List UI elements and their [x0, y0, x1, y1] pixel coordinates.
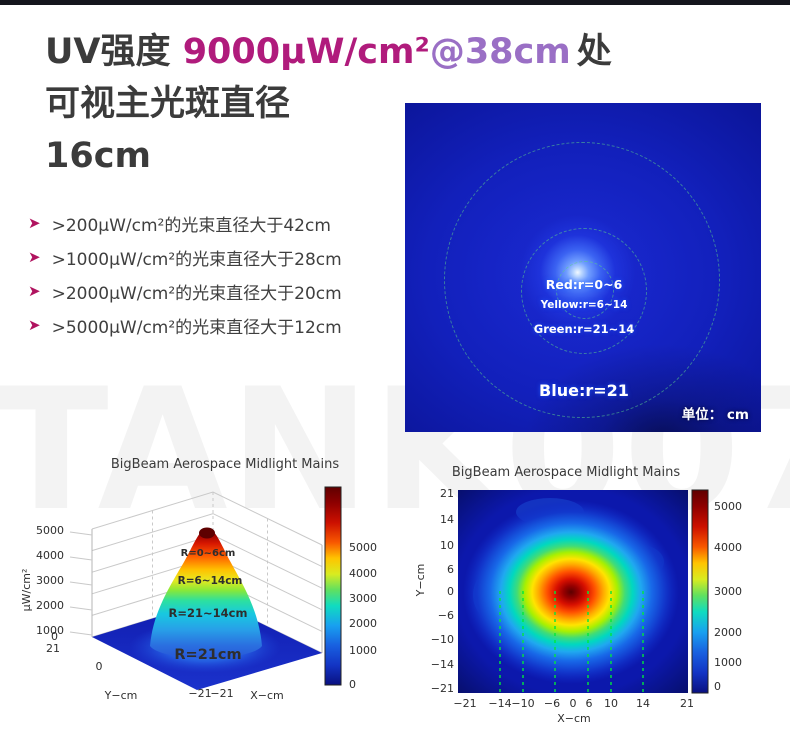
list-item: ➤ >200μW/cm²的光束直径大于42cm [28, 211, 342, 237]
annotation-r6-14: R=6~14cm [178, 575, 243, 587]
colorbar-tick: 3000 [714, 585, 742, 598]
beam-spot-photo: Red:r=0~6 Yellow:r=6~14 Green:r=21~14 Bl… [405, 103, 761, 432]
z-tick: 4000 [36, 549, 64, 562]
spec-bullet-list: ➤ >200μW/cm²的光束直径大于42cm ➤ >1000μW/cm²的光束… [28, 211, 342, 347]
colorbar-tick: 1000 [349, 644, 377, 657]
colorbar-tick: 2000 [714, 626, 742, 639]
z-tick: 5000 [36, 524, 64, 537]
y-tick: 0 [96, 660, 103, 673]
y-tick: −14 [431, 658, 454, 671]
surface-peak-cap [199, 527, 215, 539]
headline-line1: UV强度 9000μW/cm²@38cm 处 [45, 26, 612, 78]
list-item: ➤ >1000μW/cm²的光束直径大于28cm [28, 245, 342, 271]
colorbar-tick: 0 [714, 680, 721, 693]
top-accent-bar [0, 0, 790, 5]
heatmap-plot: BigBeam Aerospace Midlight Mains 21 14 1… [414, 465, 742, 725]
x-axis-label: X−cm [250, 689, 284, 702]
zone-label-yellow: Yellow:r=6~14 [540, 299, 628, 311]
z-tick: 1000 [36, 624, 64, 637]
annotation-r0-6: R=0~6cm [181, 548, 236, 559]
dashed-ring-r21 [444, 142, 720, 418]
headline: UV强度 9000μW/cm²@38cm 处 可视主光斑直径 16cm [45, 26, 612, 182]
annotation-r21-14: R=21~14cm [169, 606, 248, 620]
colorbar-tick: 4000 [349, 567, 377, 580]
zone-label-blue: Blue:r=21 [539, 381, 629, 400]
z-tick: 2000 [36, 599, 64, 612]
colorbar-tick: 1000 [714, 656, 742, 669]
z-tick-zero: 0 [51, 630, 58, 643]
z-tick: 3000 [36, 574, 64, 587]
chart-title: BigBeam Aerospace Midlight Mains [111, 457, 339, 472]
colorbar-tick: 4000 [714, 541, 742, 554]
zone-label-green: Green:r=21~14 [533, 322, 635, 336]
y-tick: −6 [438, 609, 454, 622]
headline-distance: @38cm [429, 32, 571, 72]
colorbar [691, 489, 709, 694]
annotation-r21: R=21cm [174, 647, 241, 663]
bullet-text: >2000μW/cm²的光束直径大于20cm [51, 284, 342, 304]
colorbar-tick: 3000 [349, 592, 377, 605]
headline-intensity-value: 9000μW/cm² [182, 32, 430, 72]
x-tick: −21 [210, 687, 233, 700]
x-tick: −6 [544, 697, 560, 710]
y-tick: 6 [447, 563, 454, 576]
x-tick: 6 [586, 697, 593, 710]
x-tick: 21 [680, 697, 694, 710]
zone-label-red: Red:r=0~6 [545, 277, 623, 292]
colorbar-ticks: 5000 4000 3000 2000 1000 0 [349, 541, 377, 691]
headline-line3: 16cm [45, 136, 151, 176]
headline-prefix: UV强度 [45, 32, 183, 72]
y-axis-ticks: 21 14 10 6 0 −6 −10 −14 −21 [431, 487, 454, 695]
x-axis-ticks: −21 −14 −10 −6 0 6 10 14 21 [453, 697, 694, 710]
chart-title: BigBeam Aerospace Midlight Mains [452, 465, 680, 480]
x-tick: −21 [453, 697, 476, 710]
bullet-text: >1000μW/cm²的光束直径大于28cm [51, 250, 342, 270]
bullet-text: >200μW/cm²的光束直径大于42cm [51, 216, 331, 236]
z-axis-ticks: 5000 4000 3000 2000 1000 0 [36, 524, 64, 643]
y-tick: −21 [431, 682, 454, 695]
y-tick: 21 [440, 487, 454, 500]
dashed-ring-r14 [521, 228, 647, 354]
y-axis-label: Y−cm [414, 564, 427, 598]
y-tick: 14 [440, 513, 454, 526]
colorbar [324, 486, 342, 686]
colorbar-tick: 0 [349, 678, 356, 691]
dashed-ring-r6 [556, 261, 614, 319]
y-tick: 0 [447, 585, 454, 598]
heatmap-field [458, 490, 688, 693]
bullet-arrow-icon: ➤ [28, 248, 41, 266]
colorbar-tick: 5000 [349, 541, 377, 554]
colorbar-tick: 2000 [349, 617, 377, 630]
list-item: ➤ >2000μW/cm²的光束直径大于20cm [28, 279, 342, 305]
x-tick: −10 [511, 697, 534, 710]
y-tick: −21 [188, 687, 211, 700]
bullet-text: >5000μW/cm²的光束直径大于12cm [51, 318, 342, 338]
x-tick: 10 [604, 697, 618, 710]
colorbar-ticks: 5000 4000 3000 2000 1000 0 [714, 500, 742, 693]
z-axis-label: μW/cm² [20, 569, 33, 612]
x-tick: −14 [488, 697, 511, 710]
bullet-arrow-icon: ➤ [28, 282, 41, 300]
x-axis-label: X−cm [557, 712, 591, 725]
headline-line2: 可视主光斑直径 [45, 84, 291, 124]
bullet-arrow-icon: ➤ [28, 316, 41, 334]
colorbar-tick: 5000 [714, 500, 742, 513]
dashed-gridlines [499, 591, 644, 692]
headline-suffix: 处 [576, 32, 612, 72]
bullet-arrow-icon: ➤ [28, 214, 41, 232]
unit-label: 单位： cm [681, 407, 749, 423]
x-tick: 14 [636, 697, 650, 710]
surface-plot: BigBeam Aerospace Midlight Mains R=0~6cm… [20, 457, 377, 702]
y-tick: 10 [440, 539, 454, 552]
y-tick: −10 [431, 633, 454, 646]
y-tick: 21 [46, 642, 60, 655]
x-tick: 0 [570, 697, 577, 710]
y-axis-label: Y−cm [104, 689, 138, 702]
surface-bell [150, 528, 262, 658]
list-item: ➤ >5000μW/cm²的光束直径大于12cm [28, 313, 342, 339]
